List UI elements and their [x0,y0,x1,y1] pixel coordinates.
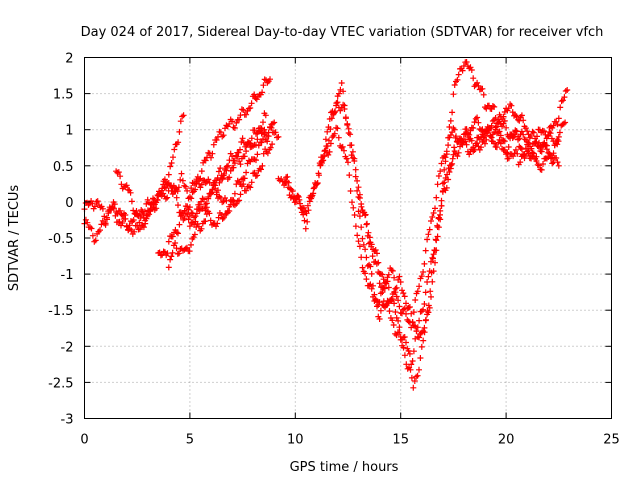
series-trace-g [275,99,569,391]
y-tick-label: 1.5 [53,88,74,103]
x-axis-label: GPS time / hours [290,460,399,475]
series-trace-i [317,59,571,341]
y-tick-label: 2 [65,52,73,67]
series-trace-f [186,119,278,221]
plus-markers [81,112,187,245]
chart-title: Day 024 of 2017, Sidereal Day-to-day VTE… [81,25,604,40]
y-tick-label: -1.5 [48,304,73,319]
plus-markers [317,59,571,341]
x-tick-label: 15 [392,433,409,448]
data-markers [81,59,571,391]
axis-ticks: 0 5 10 15 20 25 -3 -2.5 -2 -1.5 -1 -0.5 0 0.5 1 1.5 2 [48,52,620,448]
x-tick-label: 20 [498,433,515,448]
series-trace-d [155,110,269,259]
plus-markers [155,110,269,259]
grid-lines [84,57,612,419]
y-axis-label: SDTVAR / TECUs [7,185,22,292]
plus-markers [165,141,276,271]
x-tick-label: 25 [603,433,620,448]
plus-markers [186,119,278,221]
y-tick-label: -3 [61,413,74,428]
plus-markers [355,114,562,368]
x-tick-label: 10 [287,433,304,448]
series-trace-j [355,114,562,368]
plus-markers [275,99,569,391]
plot-frame [84,57,612,419]
series-trace-b [81,112,187,245]
x-tick-label: 5 [186,433,194,448]
y-tick-label: -2.5 [48,376,73,391]
y-tick-label: 0.5 [53,160,74,175]
y-tick-label: -1 [61,268,74,283]
y-tick-label: -0.5 [48,232,73,247]
series-trace-e [165,141,276,271]
y-tick-label: -2 [61,340,74,355]
x-tick-label: 0 [80,433,88,448]
y-tick-label: 1 [65,124,73,139]
y-tick-label: 0 [65,196,73,211]
